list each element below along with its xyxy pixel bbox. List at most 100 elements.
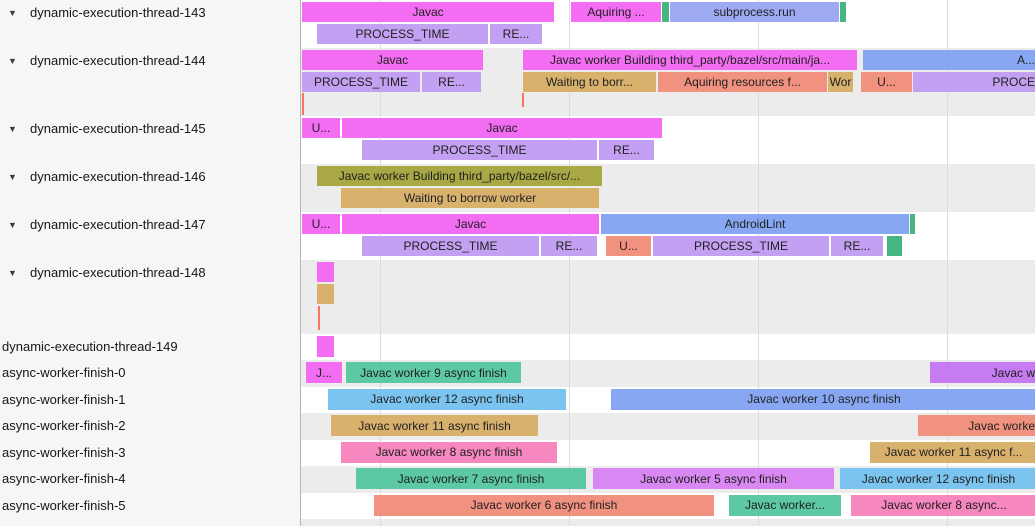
trace-slice[interactable]: Javac worker 8 async... (851, 494, 1035, 516)
trace-slice[interactable]: subprocess.run (670, 2, 839, 22)
trace-slice[interactable]: J... (306, 362, 342, 383)
trace-slice[interactable] (910, 214, 915, 234)
instant-marker[interactable] (318, 306, 320, 330)
trace-slice[interactable]: Javac worker 7 async finish (356, 468, 586, 489)
trace-slice[interactable]: Javac worker Building third_party/bazel/… (317, 166, 602, 186)
gridline (569, 0, 570, 48)
gridline (569, 260, 570, 334)
trace-slice[interactable]: PROCE (913, 72, 1035, 92)
trace-slice[interactable]: RE... (599, 140, 654, 160)
collapse-triangle-icon[interactable]: ▼ (8, 124, 17, 134)
trace-slice[interactable]: Javac worker 11 async finish (331, 415, 538, 436)
trace-slice[interactable]: Javac worker 11 async f... (870, 441, 1035, 463)
track-row: ▼ dynamic-execution-thread-148 (0, 260, 1035, 334)
track-label-cell[interactable] (0, 519, 301, 526)
trace-slice[interactable]: Javac w (930, 362, 1035, 383)
gridline (758, 519, 759, 526)
track-lane: Javac worker 12 async finish Javac worker… (301, 386, 1035, 413)
trace-slice[interactable]: Javac worker 12 async finish (328, 388, 566, 410)
trace-slice[interactable]: Javac worker 5 async finish (593, 468, 834, 489)
trace-slice[interactable]: Aquiring ... (571, 2, 661, 22)
track-label: async-worker-finish-2 (2, 418, 126, 433)
track-label-cell[interactable]: ▼ dynamic-execution-thread-143 (0, 0, 301, 48)
track-label: async-worker-finish-1 (2, 391, 126, 407)
track-label-cell[interactable]: ▼ dynamic-execution-thread-147 (0, 212, 301, 260)
track-label-cell[interactable]: ▼ dynamic-execution-thread-148 (0, 260, 301, 334)
track-label-cell[interactable]: ▼ dynamic-execution-thread-144 (0, 48, 301, 116)
trace-slice[interactable]: RE... (831, 236, 883, 256)
gridline (758, 260, 759, 334)
trace-slice[interactable]: A... (863, 50, 1035, 70)
track-label-cell[interactable]: dynamic-execution-thread-149 (0, 334, 301, 360)
track-row: ▼ dynamic-execution-thread-144 Javac Javac … (0, 48, 1035, 116)
track-label-cell[interactable]: ▼ dynamic-execution-thread-146 (0, 164, 301, 212)
instant-marker[interactable] (522, 93, 524, 107)
trace-slice[interactable] (317, 262, 334, 282)
trace-slice[interactable]: Javac worker 10 async finish (611, 388, 1035, 410)
track-lane (301, 260, 1035, 334)
trace-slice[interactable]: Wor (828, 72, 853, 92)
track-label-cell[interactable]: async-worker-finish-2 (0, 413, 301, 440)
collapse-triangle-icon[interactable]: ▼ (8, 8, 17, 18)
trace-slice[interactable]: Javac worker 8 async finish (341, 441, 557, 463)
trace-slice[interactable]: Aquiring resources f... (658, 72, 827, 92)
trace-slice[interactable] (662, 2, 669, 22)
trace-slice[interactable]: RE... (541, 236, 597, 256)
trace-slice[interactable] (887, 236, 902, 256)
trace-slice[interactable]: PROCESS_TIME (362, 236, 539, 256)
track-label: dynamic-execution-thread-145 (30, 121, 206, 136)
track-row: async-worker-finish-5 Javac worker 6 asyn… (0, 492, 1035, 519)
gridline (758, 164, 759, 212)
trace-slice[interactable]: Javac worker 9 async finish (346, 362, 521, 383)
trace-slice[interactable]: RE... (422, 72, 481, 92)
trace-slice[interactable]: U... (861, 72, 912, 92)
trace-slice[interactable]: PROCESS_TIME (317, 24, 488, 44)
gridline (569, 413, 570, 440)
track-lane: U... Javac AndroidLint PROCESS_TIME RE... U..… (301, 212, 1035, 260)
track-label-cell[interactable]: async-worker-finish-4 (0, 466, 301, 493)
track-lane: J... Javac worker 9 async finish Javac w (301, 360, 1035, 387)
trace-slice[interactable]: PROCESS_TIME (653, 236, 829, 256)
trace-slice[interactable] (317, 336, 334, 357)
gridline (569, 439, 570, 466)
track-label-cell[interactable]: async-worker-finish-3 (0, 439, 301, 466)
trace-slice[interactable] (317, 284, 334, 304)
trace-slice[interactable]: U... (606, 236, 651, 256)
track-label: async-worker-finish-3 (2, 444, 126, 460)
trace-slice[interactable]: Javac (302, 2, 554, 22)
gridline (947, 164, 948, 212)
track-label-cell[interactable]: ▼ dynamic-execution-thread-145 (0, 116, 301, 164)
collapse-triangle-icon[interactable]: ▼ (8, 220, 17, 230)
trace-slice[interactable]: Waiting to borr... (523, 72, 656, 92)
trace-slice[interactable]: Javac worker 6 async finish (374, 494, 714, 516)
trace-slice[interactable]: PROCESS_TIME (362, 140, 597, 160)
track-label-cell[interactable]: async-worker-finish-5 (0, 492, 301, 519)
trace-slice[interactable]: Javac worker... (729, 494, 841, 516)
track-label-cell[interactable]: async-worker-finish-0 (0, 360, 301, 387)
gridline (947, 116, 948, 164)
trace-slice[interactable]: Javac worker Building third_party/bazel/… (523, 50, 857, 70)
trace-slice[interactable]: Javac (342, 118, 662, 138)
trace-slice[interactable]: Javac (302, 50, 483, 70)
instant-marker[interactable] (302, 93, 304, 115)
trace-slice[interactable] (840, 2, 846, 22)
trace-slice[interactable]: U... (302, 118, 340, 138)
gridline (569, 386, 570, 413)
trace-slice[interactable]: AndroidLint (601, 214, 909, 234)
gridline (758, 360, 759, 387)
collapse-triangle-icon[interactable]: ▼ (8, 268, 17, 278)
track-label: async-worker-finish-5 (2, 497, 126, 513)
collapse-triangle-icon[interactable]: ▼ (8, 56, 17, 66)
trace-slice[interactable]: PROCESS_TIME (302, 72, 420, 92)
track-lane: Javac Javac worker Building third_party/b… (301, 48, 1035, 116)
trace-slice[interactable]: Waiting to borrow worker (341, 188, 599, 208)
track-row: ▼ dynamic-execution-thread-145 U... Javac PR… (0, 116, 1035, 164)
trace-slice[interactable]: U... (302, 214, 340, 234)
track-label-cell[interactable]: async-worker-finish-1 (0, 386, 301, 413)
collapse-triangle-icon[interactable]: ▼ (8, 172, 17, 182)
trace-slice[interactable]: RE... (490, 24, 542, 44)
trace-slice[interactable]: Javac worker 12 async finish (840, 468, 1035, 489)
trace-slice[interactable]: Javac worke (918, 415, 1035, 436)
trace-slice[interactable]: Javac (342, 214, 599, 234)
